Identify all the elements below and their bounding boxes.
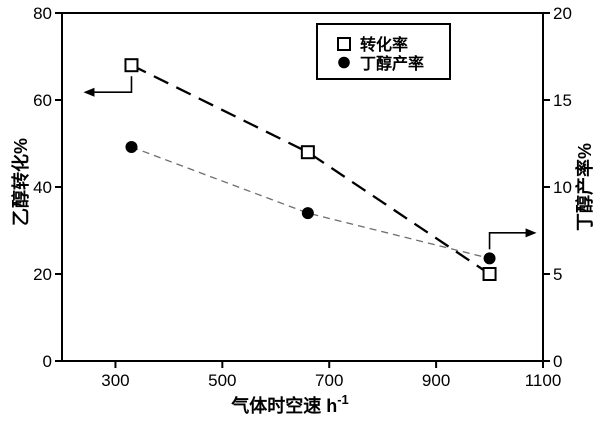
- x-axis-title-main: 气体时空速 h: [230, 395, 337, 416]
- left-axis-arrowhead-icon: [83, 87, 95, 97]
- y-left-tick-label: 20: [33, 265, 52, 284]
- right-axis-arrow-line: [488, 232, 527, 250]
- legend-label-conversion: 转化率: [360, 35, 408, 54]
- y-right-tick-label: 10: [553, 178, 572, 197]
- x-axis-title: 气体时空速 h-1: [230, 392, 349, 416]
- y-axis-right-title: 丁醇产率%: [574, 143, 595, 231]
- legend: 转化率 丁醇产率: [316, 23, 451, 80]
- series-line-butanol-yield: [131, 146, 490, 259]
- legend-open-square-icon: [337, 37, 351, 51]
- data-point-open-square: [124, 58, 139, 73]
- axis-pointer-arrows: [83, 76, 537, 250]
- right-axis-arrowhead-icon: [525, 228, 537, 238]
- x-axis-title-superscript: -1: [337, 392, 349, 407]
- legend-box: [316, 23, 451, 80]
- y-right-tick-label: 15: [553, 91, 572, 110]
- x-tick-label: 500: [208, 371, 236, 390]
- y-right-tick-label: 5: [553, 265, 562, 284]
- y-axis-left-title: 乙醇转化%: [10, 138, 31, 226]
- x-tick-label: 1100: [525, 371, 562, 390]
- data-series: [124, 58, 497, 281]
- series-line-conversion: [130, 64, 491, 275]
- left-axis-arrow-line: [93, 76, 133, 93]
- data-point-filled-circle: [125, 140, 138, 153]
- y-left-tick-label: 0: [43, 352, 52, 371]
- x-tick-label: 900: [422, 371, 450, 390]
- data-point-filled-circle: [301, 207, 314, 220]
- legend-label-butanol-yield: 丁醇产率: [360, 54, 424, 73]
- data-point-open-square: [482, 267, 497, 281]
- y-right-tick-label: 20: [553, 4, 572, 23]
- y-right-tick-label: 0: [553, 352, 562, 371]
- y-left-tick-label: 40: [33, 178, 52, 197]
- x-tick-label: 700: [315, 371, 343, 390]
- y-left-tick-label: 60: [33, 91, 52, 110]
- data-point-open-square: [300, 145, 315, 160]
- data-point-filled-circle: [483, 252, 496, 265]
- legend-filled-circle-icon: [338, 56, 350, 69]
- x-tick-label: 300: [101, 371, 129, 390]
- y-left-tick-label: 80: [33, 4, 52, 23]
